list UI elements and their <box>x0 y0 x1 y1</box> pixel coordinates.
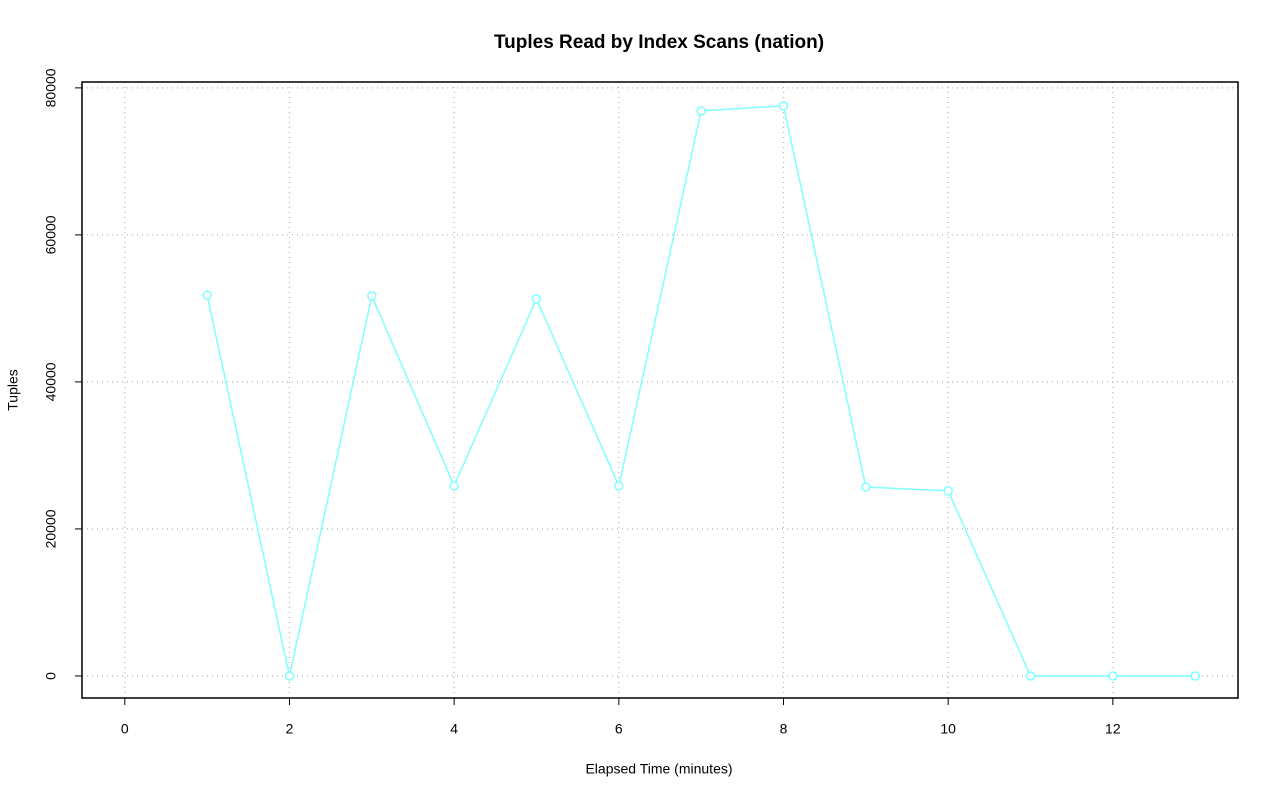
data-point <box>1190 671 1200 681</box>
y-tick-label: 0 <box>43 672 59 680</box>
x-tick-label: 6 <box>615 721 623 737</box>
data-point <box>1025 671 1036 681</box>
data-point <box>531 294 542 304</box>
data-point <box>943 486 953 496</box>
x-tick-label: 8 <box>780 721 788 737</box>
x-tick-label: 2 <box>286 721 294 737</box>
data-point <box>449 481 459 491</box>
data-point <box>614 481 624 491</box>
series-line <box>206 105 1196 677</box>
data-point <box>284 671 295 681</box>
x-tick-label: 0 <box>121 721 129 737</box>
x-axis-label: Elapsed Time (minutes) <box>585 761 732 777</box>
chart-title: Tuples Read by Index Scans (nation) <box>494 32 824 53</box>
y-tick-label: 80000 <box>43 68 59 107</box>
data-point <box>367 291 377 301</box>
y-tick-label: 40000 <box>43 362 59 401</box>
plot-frame <box>81 81 1239 699</box>
y-axis-label: Tuples <box>5 369 21 411</box>
data-point <box>1108 671 1118 681</box>
x-tick-label: 4 <box>450 721 458 737</box>
x-tick-label: 10 <box>940 721 956 737</box>
y-tick-label: 60000 <box>43 215 59 254</box>
data-point <box>696 106 706 116</box>
data-point <box>202 290 212 300</box>
x-tick-label: 12 <box>1105 721 1121 737</box>
y-tick-label: 20000 <box>43 509 59 548</box>
data-point <box>778 101 789 111</box>
data-point <box>861 482 871 492</box>
